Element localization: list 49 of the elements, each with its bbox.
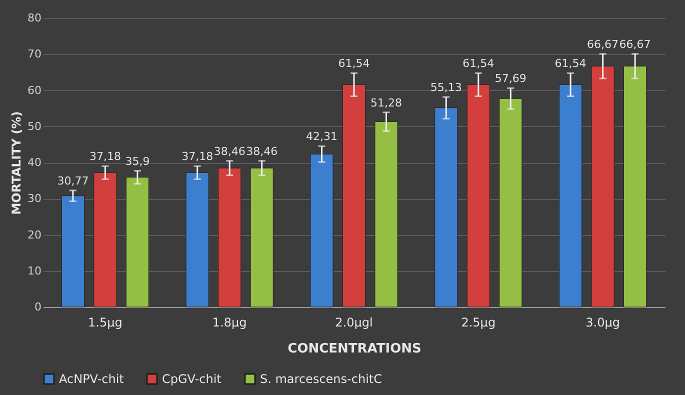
bar: [374, 122, 398, 308]
data-label: 38,46: [214, 144, 246, 158]
bar: [559, 84, 582, 308]
data-label: 42,31: [306, 130, 338, 144]
data-label: 61,54: [338, 57, 370, 70]
y-tick-label: 60: [28, 84, 42, 97]
bar: [466, 84, 490, 308]
bar: [218, 168, 242, 308]
data-label: 57,69: [494, 72, 526, 86]
y-tick-label: 80: [28, 12, 42, 24]
legend-label: AcNPV-chit: [59, 372, 124, 386]
bar: [624, 66, 647, 308]
bar: [186, 172, 209, 308]
data-label: 66,67: [619, 38, 651, 51]
bar: [342, 84, 366, 308]
bar: [310, 154, 334, 308]
bar: [126, 177, 149, 308]
x-axis-title: CONCENTRATIONS: [288, 342, 422, 356]
x-tick-label: 3.0µg: [586, 316, 620, 330]
y-tick-label: 40: [28, 156, 42, 169]
data-label: 61,54: [554, 57, 586, 70]
y-tick-label: 70: [28, 48, 42, 61]
y-tick-label: 20: [28, 228, 42, 242]
bar: [591, 66, 614, 308]
data-label: 51,28: [370, 96, 402, 110]
legend-label: S. marcescens-chitC: [260, 372, 382, 386]
y-tick-label: 10: [28, 264, 42, 278]
data-label: 66,67: [587, 38, 619, 51]
bar: [250, 168, 274, 308]
data-label: 37,18: [89, 150, 121, 164]
y-axis-title: MORTALITY (%): [10, 111, 24, 215]
data-label: 61,54: [462, 57, 494, 70]
data-label: 38,46: [246, 144, 278, 158]
x-tick-label: 2.5µg: [461, 316, 496, 330]
data-label: 55,13: [430, 81, 462, 94]
x-tick-label: 2.0µgl: [335, 316, 373, 330]
y-tick-label: 30: [28, 192, 42, 206]
bar: [499, 98, 522, 308]
data-label: 30,77: [57, 174, 89, 188]
x-tick-label: 1.5µg: [88, 316, 122, 330]
legend-label: CpGV-chit: [162, 372, 222, 386]
bar: [434, 108, 458, 308]
data-label: 37,18: [182, 150, 214, 164]
x-tick-label: 1.8µg: [212, 316, 247, 330]
y-tick-label: 50: [28, 120, 42, 133]
bar: [94, 172, 117, 308]
data-label: 35,9: [125, 154, 150, 168]
y-tick-label: 0: [34, 300, 42, 314]
bar: [61, 196, 84, 308]
